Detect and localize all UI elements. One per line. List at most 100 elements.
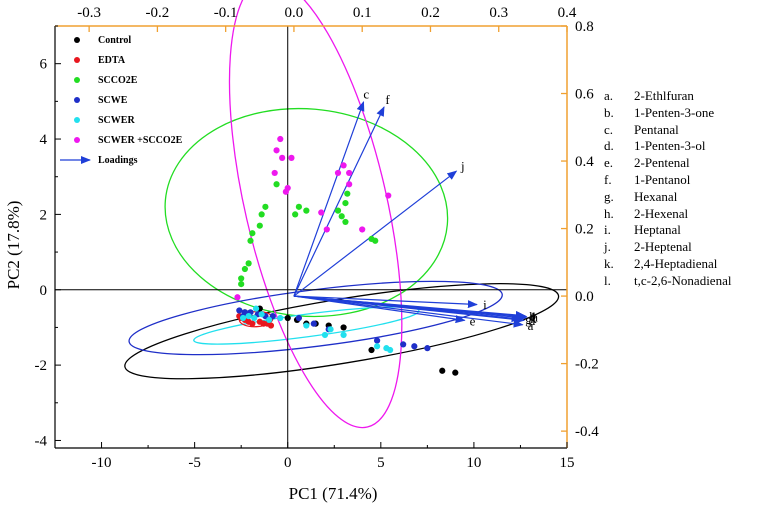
- point-scco2e-7: [258, 211, 265, 218]
- variable-key-row: g. Hexanal: [604, 189, 731, 206]
- point-scwe-0: [236, 307, 243, 314]
- point-scwer-scco2e-2: [277, 135, 284, 143]
- legend-label-loadings: Loadings: [98, 155, 138, 166]
- point-scwe-10: [400, 341, 407, 348]
- legend-marker-edta: [74, 57, 80, 63]
- loading-arrow-j: [293, 170, 458, 297]
- x-tick-label: 5: [377, 455, 385, 471]
- y-tick-label: 4: [40, 132, 48, 148]
- right-tick-label: -0.2: [575, 357, 599, 373]
- top-tick-label: -0.2: [146, 5, 170, 21]
- variable-key-name: Pentanal: [634, 121, 679, 137]
- point-scco2e-19: [372, 237, 379, 244]
- variable-key-letter: c.: [604, 121, 614, 137]
- point-scwer-1: [245, 313, 252, 320]
- variable-key-name: 1-Penten-3-one: [634, 104, 715, 120]
- variable-key-row: i. Heptanal: [604, 222, 731, 239]
- point-control-9: [368, 346, 375, 354]
- point-scco2e-13: [334, 207, 342, 214]
- top-tick-label: 0.2: [421, 5, 440, 21]
- variable-key-row: l. t,c-2,6-Nonadienal: [604, 273, 731, 290]
- legend-label-scwe: SCWE: [98, 95, 128, 106]
- right-tick-label: 0.2: [575, 222, 594, 238]
- legend-marker-control: [74, 37, 80, 43]
- loading-label-i: i: [483, 297, 487, 312]
- variable-key-letter: g.: [604, 188, 614, 204]
- loading-label-g: g: [525, 312, 532, 327]
- point-scwer-scco2e-12: [318, 209, 325, 216]
- legend-label-control: Control: [98, 35, 131, 46]
- score-points: [234, 135, 459, 376]
- variable-key-row: e. 2-Pentenal: [604, 155, 731, 172]
- point-scwer-scco2e-11: [385, 192, 392, 199]
- point-scwe-6: [295, 314, 302, 322]
- point-scwer-10: [340, 331, 347, 339]
- point-scwer-0: [239, 314, 247, 322]
- legend-marker-scwer-scco2e: [74, 137, 80, 143]
- point-scwer-scco2e-0: [271, 169, 278, 177]
- point-scwer-scco2e-14: [359, 226, 366, 233]
- variable-key-row: f. 1-Pentanol: [604, 172, 731, 189]
- loading-vectors: ab c d e f g h i j kl: [293, 86, 538, 333]
- point-scwer-3: [252, 305, 260, 312]
- variable-key-letter: a.: [604, 88, 614, 103]
- point-scwer-6: [277, 314, 284, 322]
- loading-arrow-a: [293, 295, 524, 328]
- top-tick-label: -0.1: [214, 5, 238, 21]
- point-scco2e-5: [249, 230, 256, 237]
- loading-label-h: h: [531, 310, 538, 325]
- loading-arrow-l: [293, 295, 528, 320]
- plot-frame: [54, 25, 568, 449]
- right-tick-label: 0.0: [575, 289, 594, 305]
- loading-label-a: a: [528, 318, 534, 333]
- x-tick-label: -10: [92, 455, 112, 471]
- point-scwer-scco2e-7: [334, 169, 342, 177]
- loading-label-j: j: [460, 158, 465, 173]
- variable-key-row: h. 2-Hexenal: [604, 206, 731, 223]
- point-control-8: [340, 324, 347, 331]
- variable-key-letter: k.: [604, 255, 614, 271]
- x-tick-label: 10: [466, 455, 481, 471]
- variable-key-name: Heptanal: [634, 222, 681, 238]
- confidence-ellipses: [124, 0, 560, 429]
- x-tick-label: 15: [560, 455, 575, 471]
- reference-lines: [55, 26, 567, 448]
- point-scco2e-2: [241, 265, 249, 273]
- y-tick-label: -2: [35, 358, 48, 374]
- axis-ticks: -10 -5 0 5 10 15 -4 -2 0 2 4 6 -0.3 -0.2 -0.1 0.0 0.1 0.2…: [35, 5, 600, 471]
- point-scwer-11: [373, 343, 381, 350]
- top-tick-label: 0.4: [558, 5, 577, 21]
- legend: Control EDTA SCCO2E SCWE SCWER SCWER +SCCO2E L…: [60, 35, 183, 166]
- point-edta-9: [249, 320, 256, 327]
- loading-label-k: k: [530, 311, 537, 326]
- top-tick-label: 0.0: [285, 5, 304, 21]
- right-tick-label: -0.4: [575, 424, 599, 440]
- legend-label-scwer-scco2e: SCWER +SCCO2E: [98, 135, 183, 146]
- ellipse-scwer: [193, 306, 420, 345]
- point-scco2e-11: [295, 203, 302, 210]
- loading-arrow-e: [293, 295, 466, 324]
- point-scwer-scco2e-13: [323, 226, 330, 233]
- point-scco2e-4: [247, 237, 254, 244]
- top-tick-label: -0.3: [77, 5, 101, 21]
- y-axis-title: PC2 (17.8%): [4, 201, 23, 290]
- point-scwer-scco2e-15: [234, 294, 241, 301]
- point-scwer-9: [327, 326, 334, 333]
- loading-label-d: d: [529, 313, 536, 328]
- variable-key-row: b. 1-Penten-3-one: [604, 105, 731, 122]
- top-tick-label: 0.3: [489, 5, 508, 21]
- loading-label-c: c: [363, 86, 369, 101]
- point-scco2e-6: [256, 222, 263, 229]
- variable-key-name: 2-Heptenal: [634, 239, 692, 255]
- point-scwer-5: [266, 316, 273, 323]
- point-scco2e-3: [245, 260, 252, 267]
- ellipse-scwer-scco2e: [228, 0, 403, 429]
- variable-key: a. 2-Ethlfuran b. 1-Penten-3-one c. Pentanal d…: [604, 88, 731, 290]
- variable-key-row: d. 1-Penten-3-ol: [604, 138, 731, 155]
- point-scwe-11: [411, 343, 418, 350]
- variable-key-row: c. Pentanal: [604, 122, 731, 139]
- point-scco2e-15: [342, 218, 349, 226]
- loading-arrow-f: [293, 106, 385, 297]
- x-axis-title: PC1 (71.4%): [289, 484, 378, 503]
